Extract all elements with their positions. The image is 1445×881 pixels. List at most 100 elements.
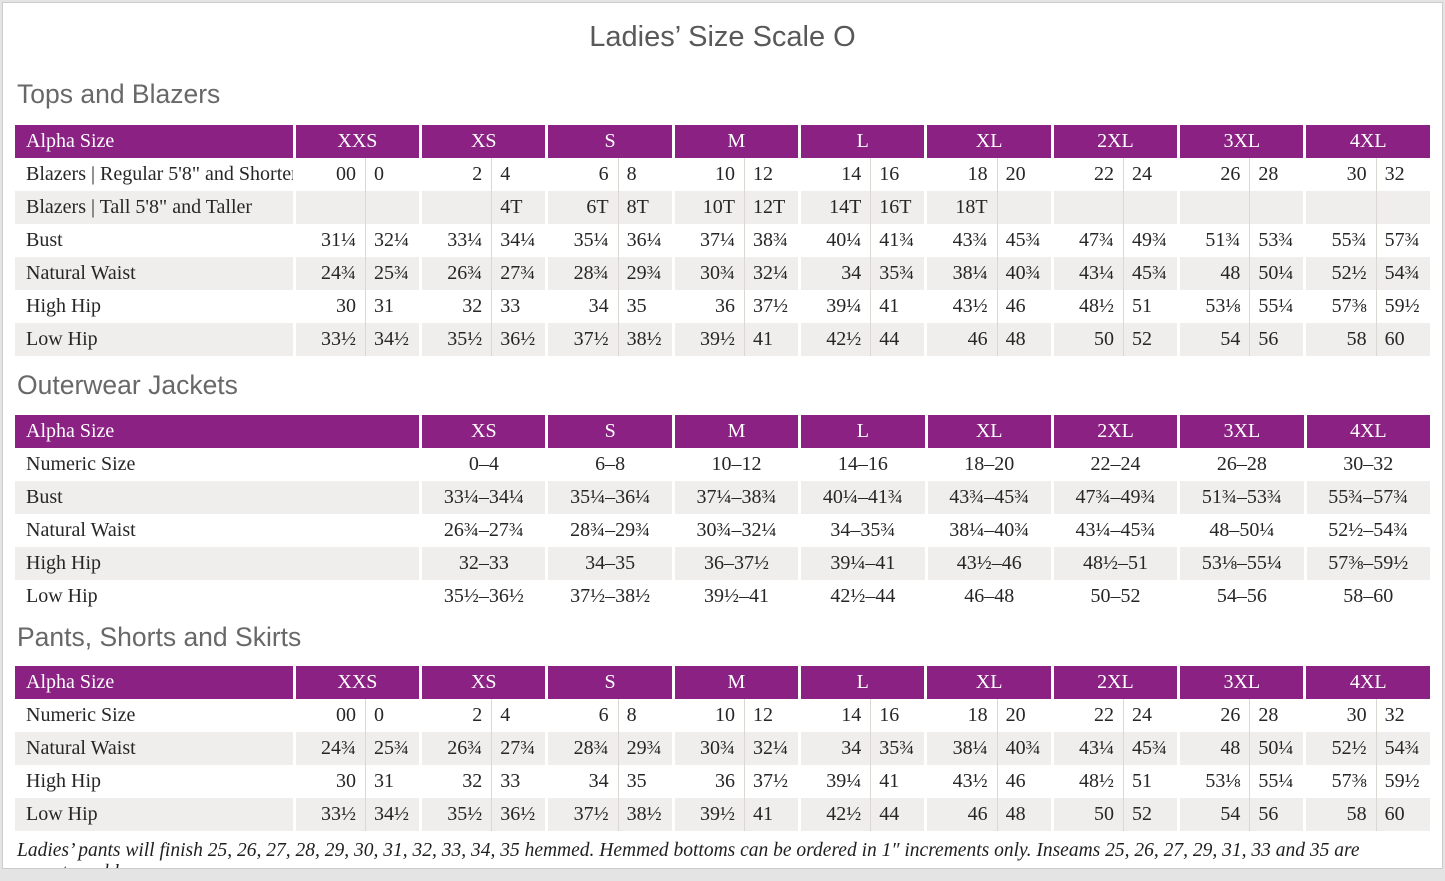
size-value-cell: 10T [671,191,744,224]
size-column-header: XL [924,666,1051,699]
page-content: Ladies’ Size Scale O Tops and Blazers Al… [3,21,1442,868]
table-row: Blazers | Tall 5'8" and Taller 4T 6T 8T 10T 1… [15,191,1430,224]
size-value-cell: 29¾ [617,257,672,290]
row-label: Natural Waist [26,519,136,541]
size-value-cell: 33 [491,765,545,798]
size-value-cell: 10 [671,158,744,191]
size-value-cell: 38¼ [924,257,997,290]
size-value-cell [1122,191,1178,224]
size-value-cell: 43½ [924,765,996,798]
table-row: Low Hip 33½ 34½ 35½ 36½ 37½ 38½ 39½ 41 42½ 44 46 48 5… [15,798,1430,831]
row-label: Numeric Size [26,453,136,475]
size-column-header: L [798,666,925,699]
size-value-cell: 37¼ [671,224,744,257]
size-column-header: 4XL [1303,415,1430,448]
size-value-cell: 22 [1050,158,1123,191]
size-value-cell: 39¼ [798,290,870,323]
size-value-cell: 35¾ [870,732,925,765]
row-label: Low Hip [15,798,293,831]
size-value-cell: 26¾ [419,732,492,765]
size-value-cell: 45¾ [1122,732,1178,765]
row-label: High Hip [26,295,101,317]
size-value-cell: 25¾ [364,257,420,290]
size-value-cell: 56 [1249,323,1304,356]
size-value-cell: 32¼ [364,224,419,257]
size-value-cell [996,191,1051,224]
size-value-cell: 60 [1375,323,1430,356]
table-row: Bust 31¼ 32¼ 33¼ 34¼ 35¼ 36¼ 37¼ 38¾ 40¼ 41¾ 43¾ 45¾… [15,224,1430,257]
size-value-cell: 52½–54¾ [1303,514,1430,547]
size-value-cell: 48 [996,323,1051,356]
size-column-header: M [671,666,799,699]
size-value-cell: 0 [364,158,419,191]
row-label: Blazers | Regular 5'8" and Shorter [26,163,293,185]
size-value-cell [419,191,492,224]
size-value-cell: 53⅛–55¼ [1177,547,1304,580]
size-column-header: 4XL [1303,666,1430,699]
size-value-cell: 43¼ [1050,257,1123,290]
size-value-cell: 50¼ [1249,257,1304,290]
size-value-cell: 30¾ [671,257,744,290]
size-value-cell: 37½ [545,323,618,356]
size-value-cell: 16 [870,699,924,732]
size-table: Alpha Size XS S M L XL 2XL 3XL 4XL Numeric Size 0–… [15,415,1430,613]
alpha-size-header: Alpha Size [15,666,293,699]
section-title: Outerwear Jackets [17,370,238,400]
size-value-cell: 46–48 [924,580,1051,613]
pants-shorts-skirts-section: Pants, Shorts and Skirts Alpha Size XXS XS… [15,622,1430,831]
size-value-cell: 57⅜–59½ [1303,547,1430,580]
size-value-cell: 26¾ [419,257,492,290]
size-value-cell: 54¾ [1375,732,1430,765]
size-value-cell: 6 [545,158,617,191]
size-value-cell: 27¾ [491,732,546,765]
size-value-cell: 28¾ [545,257,618,290]
row-label: High Hip [15,547,420,580]
size-value-cell: 33½ [292,323,365,356]
size-value-cell: 20 [996,158,1051,191]
size-value-cell: 24 [1122,158,1177,191]
section-title: Tops and Blazers [17,79,221,109]
size-value-cell: 14 [798,699,870,732]
size-value-cell: 12 [743,158,798,191]
size-value-cell: 37½ [743,765,798,798]
size-value-cell: 52½ [1303,732,1376,765]
size-value-cell: 34½ [364,323,420,356]
size-value-cell: 28 [1249,158,1303,191]
pants-shorts-skirts-table-container: Alpha Size XXS XS S M L XL 2XL 3XL 4XL Numeric Siz… [15,666,1430,831]
size-column-header: 2XL [1050,125,1178,158]
table-row: Low Hip 35½–36½ 37½–38½ 39½–41 42½–44 46–48 50… [15,580,1430,613]
size-value-cell: 27¾ [491,257,546,290]
size-column-header: L [798,415,925,448]
size-value-cell: 10 [671,699,744,732]
size-value-cell: 39½–41 [671,580,798,613]
size-value-cell: 44 [870,798,925,831]
size-value-cell: 4T [491,191,546,224]
size-value-cell: 35 [617,765,672,798]
size-value-cell: 54 [1177,323,1250,356]
size-value-cell: 14T [798,191,871,224]
size-value-cell: 30–32 [1303,448,1430,481]
size-value-cell: 36–37½ [671,547,799,580]
size-value-cell: 48 [996,798,1051,831]
table-row: Numeric Size 00 0 2 4 6 8 10 12 14 16 18 20 22 24 26 28 3… [15,699,1430,732]
size-value-cell: 32¼ [743,257,799,290]
size-value-cell: 39¼–41 [798,547,925,580]
size-value-cell: 34¼ [491,224,545,257]
size-value-cell: 22–24 [1050,448,1177,481]
size-value-cell: 46 [924,323,997,356]
size-value-cell: 48–50¼ [1177,514,1303,547]
size-value-cell: 41¾ [870,224,924,257]
size-value-cell: 25¾ [364,732,420,765]
size-value-cell: 36½ [491,798,546,831]
size-value-cell [1303,191,1376,224]
size-column-header: S [545,125,672,158]
size-value-cell: 34–35¾ [798,514,924,547]
size-value-cell: 36¼ [617,224,672,257]
size-value-cell: 54–56 [1177,580,1303,613]
size-value-cell: 59½ [1375,290,1430,323]
size-value-cell: 43¼ [1050,732,1123,765]
size-value-cell: 41 [870,290,924,323]
size-value-cell: 20 [996,699,1051,732]
size-value-cell: 32–33 [419,547,546,580]
row-label: Natural Waist [15,257,293,290]
